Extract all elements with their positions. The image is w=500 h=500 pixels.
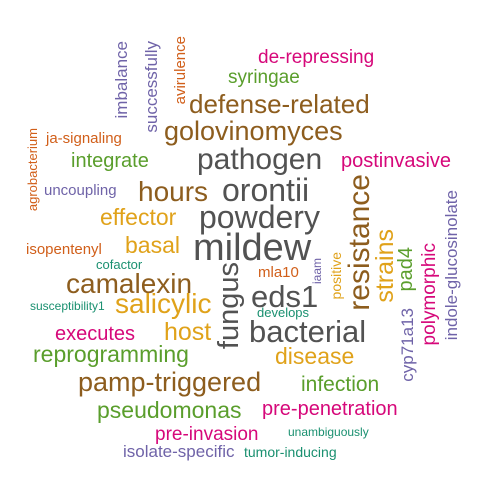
word-pad4: pad4 xyxy=(395,247,417,292)
word-develops: develops xyxy=(257,305,310,320)
word-isolate-specific: isolate-specific xyxy=(123,442,235,461)
word-syringae: syringae xyxy=(228,67,300,88)
word-successfully: successfully xyxy=(142,41,161,133)
word-executes: executes xyxy=(55,323,136,345)
word-cyp71a13: cyp71a13 xyxy=(398,308,417,382)
word-pre-penetration: pre-penetration xyxy=(262,398,398,420)
word-hours: hours xyxy=(138,176,209,207)
word-mildew: mildew xyxy=(193,227,312,269)
word-cofactor: cofactor xyxy=(96,257,143,272)
word-tumor-inducing: tumor-inducing xyxy=(244,444,337,460)
word-imbalance: imbalance xyxy=(112,41,131,119)
word-avirulence: avirulence xyxy=(172,36,189,105)
word-fungus: fungus xyxy=(213,262,245,350)
word-postinvasive: postinvasive xyxy=(341,150,452,172)
word-salicylic: salicylic xyxy=(115,288,212,319)
word-disease: disease xyxy=(275,343,355,369)
word-integrate: integrate xyxy=(71,150,149,172)
word-host: host xyxy=(164,318,212,346)
word-infection: infection xyxy=(301,373,380,396)
word-iaam: iaam xyxy=(310,258,324,285)
word-indole-glucosinolate: indole-glucosinolate xyxy=(442,190,461,341)
word-uncoupling: uncoupling xyxy=(44,182,117,199)
word-reprogramming: reprogramming xyxy=(33,341,189,367)
word-camalexin: camalexin xyxy=(66,268,193,299)
word-orontii: orontii xyxy=(222,172,310,208)
word-isopentenyl: isopentenyl xyxy=(26,241,102,258)
word-eds1: eds1 xyxy=(251,279,319,314)
word-unambiguously: unambiguously xyxy=(288,425,369,439)
word-basal: basal xyxy=(125,232,180,258)
word-bacterial: bacterial xyxy=(249,314,367,349)
word-pathogen: pathogen xyxy=(197,143,323,176)
word-de-repressing: de-repressing xyxy=(258,47,375,68)
word-powdery: powdery xyxy=(199,199,320,235)
word-positive: positive xyxy=(328,252,344,300)
word-susceptibility1: susceptibility1 xyxy=(30,299,105,313)
word-agrobacterium: agrobacterium xyxy=(25,128,40,212)
word-defense-related: defense-related xyxy=(189,89,370,119)
word-pre-invasion: pre-invasion xyxy=(155,424,259,445)
word-polymorphic: polymorphic xyxy=(419,243,440,346)
word-ja-signaling: ja-signaling xyxy=(46,130,122,147)
word-mla10: mla10 xyxy=(258,264,299,281)
word-pseudomonas: pseudomonas xyxy=(97,397,242,423)
word-pamp-triggered: pamp-triggered xyxy=(78,367,262,397)
word-golovinomyces: golovinomyces xyxy=(164,116,343,146)
word-effector: effector xyxy=(100,204,177,230)
